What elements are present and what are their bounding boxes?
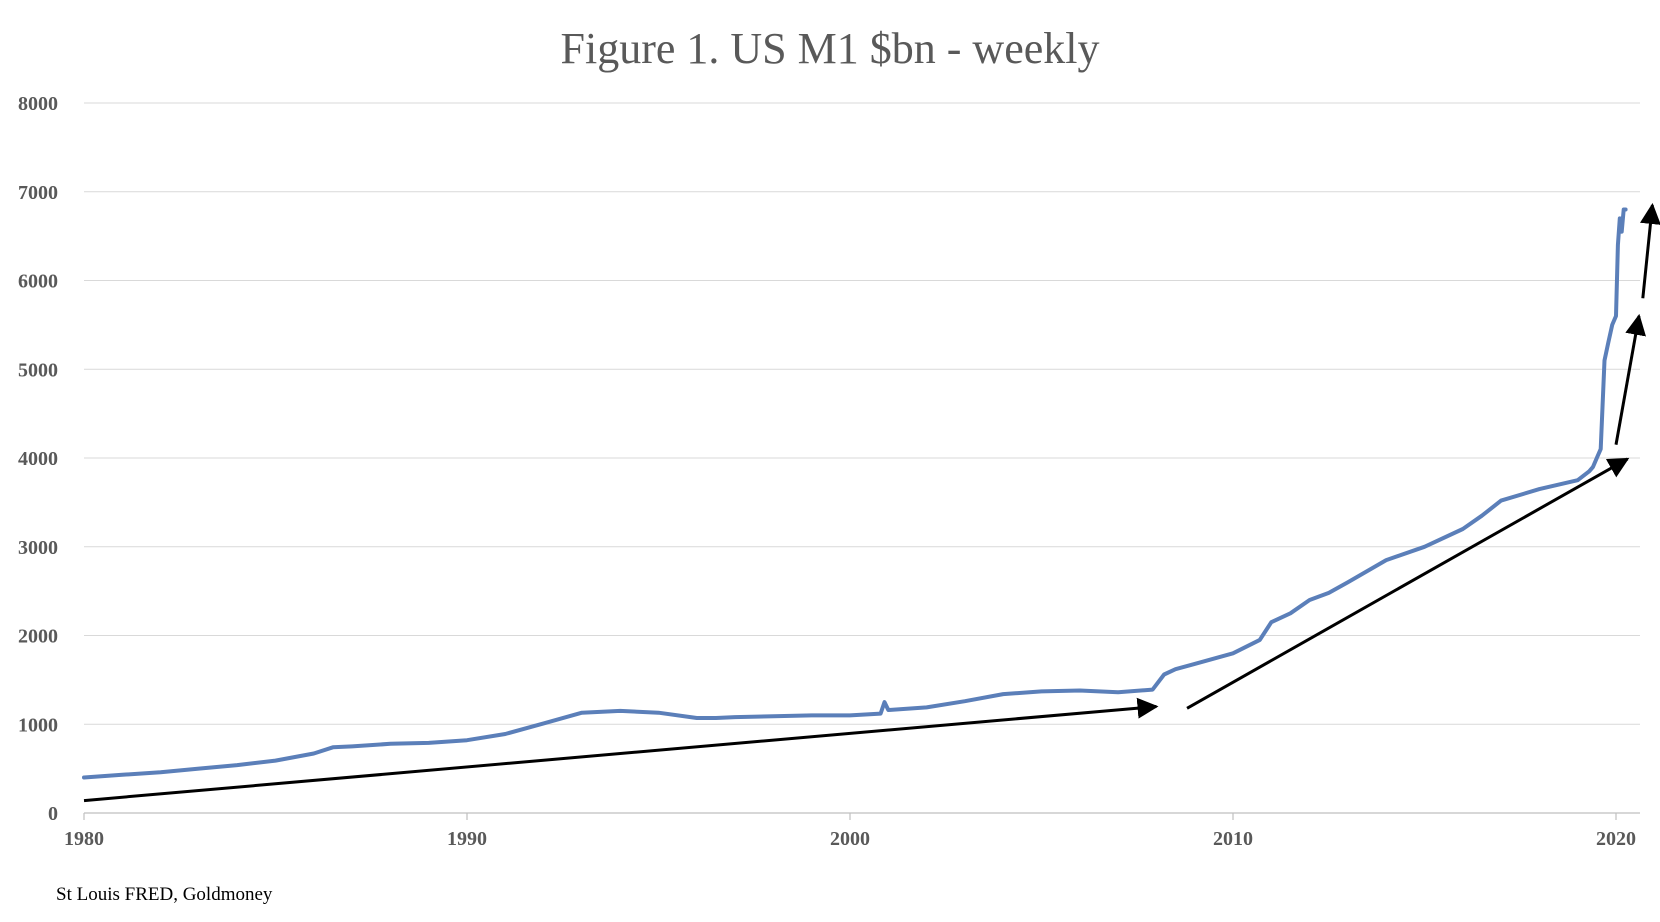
annotation-arrows [83, 202, 1660, 803]
trend-arrow [83, 697, 1159, 803]
y-tick-label: 1000 [18, 714, 58, 736]
x-tick-label: 1990 [447, 828, 487, 850]
x-tick-label: 2010 [1213, 828, 1253, 850]
gridlines [84, 102, 1640, 814]
chart-title: Figure 1. US M1 $bn - weekly [561, 24, 1100, 73]
y-tick-label: 0 [48, 803, 58, 825]
y-tick-label: 4000 [18, 448, 58, 470]
y-tick-label: 8000 [18, 93, 58, 115]
m1-series-line [82, 207, 1628, 780]
y-axis-ticks: 0 1000 2000 3000 4000 5000 6000 7000 8000 [18, 93, 58, 825]
trend-arrow [1614, 313, 1646, 445]
chart: Figure 1. US M1 $bn - weekly 0 1000 2000 30… [18, 24, 1660, 850]
x-axis-ticks: 1980 1990 2000 2010 2020 [64, 813, 1636, 850]
y-tick-label: 3000 [18, 537, 58, 559]
source-note: St Louis FRED, Goldmoney [56, 884, 273, 905]
y-tick-label: 7000 [18, 182, 58, 204]
trend-arrow [1186, 457, 1630, 710]
y-tick-label: 2000 [18, 626, 58, 648]
y-tick-label: 5000 [18, 359, 58, 381]
trend-arrow [1640, 202, 1660, 299]
x-tick-label: 2020 [1596, 828, 1636, 850]
x-tick-label: 1980 [64, 828, 104, 850]
x-tick-label: 2000 [830, 828, 870, 850]
series-layer [82, 207, 1628, 780]
y-tick-label: 6000 [18, 271, 58, 293]
